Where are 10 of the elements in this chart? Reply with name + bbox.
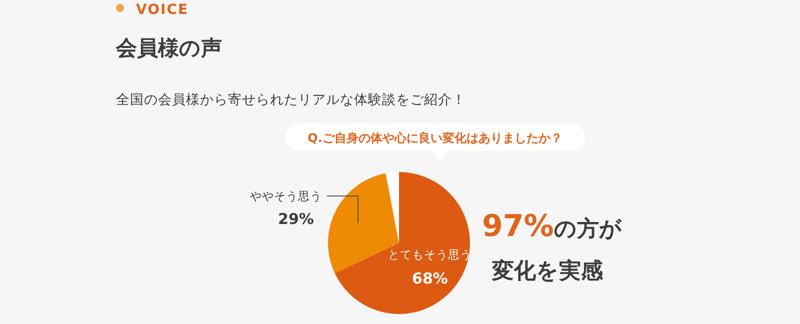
slice-label: とてもそう思う bbox=[388, 247, 472, 262]
chart-subtitle: 全国の会員様から寄せられたリアルな体験談をご紹介！ bbox=[116, 92, 466, 108]
data-label: 68% bbox=[412, 269, 448, 288]
chart-title: 会員様の声 bbox=[115, 36, 222, 60]
data-label: 29% bbox=[278, 210, 314, 228]
text: 変化を実感 bbox=[491, 258, 604, 284]
text: Q.ご自身の体や心に良い変化はありましたか？ bbox=[308, 131, 562, 145]
text: VOICE bbox=[136, 2, 189, 18]
text: 97%の方が bbox=[482, 209, 622, 244]
slice-label: ややそう思う bbox=[250, 189, 322, 203]
